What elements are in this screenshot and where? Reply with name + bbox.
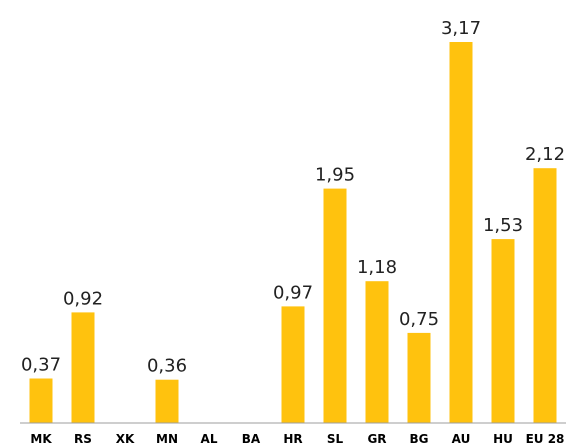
x-tick-label-rs: RS: [74, 432, 92, 446]
data-label-mn: 0,36: [147, 356, 187, 377]
bar-au: [449, 42, 473, 423]
x-tick-label-mk: MK: [30, 432, 52, 446]
x-tick-labels: MK RS XK MN AL BA HR SL GR BG AU HU EU 28: [30, 432, 564, 446]
data-label-hu: 1,53: [483, 215, 523, 236]
data-label-mk: 0,37: [21, 355, 61, 376]
data-label-gr: 1,18: [357, 257, 397, 278]
x-tick-label-sl: SL: [327, 432, 344, 446]
bars-layer: [29, 42, 557, 424]
data-label-hr: 0,97: [273, 282, 313, 303]
x-tick-label-au: AU: [452, 432, 471, 446]
data-label-bg: 0,75: [399, 309, 439, 330]
x-tick-label-bg: BG: [410, 432, 429, 446]
x-tick-label-eu-28: EU 28: [526, 432, 565, 446]
data-label-sl: 1,95: [315, 165, 355, 186]
data-label-eu-28: 2,12: [525, 144, 565, 165]
x-tick-label-hr: HR: [283, 432, 302, 446]
bar-rs: [71, 312, 95, 423]
bar-sl: [323, 188, 347, 423]
x-tick-label-al: AL: [201, 432, 218, 446]
bar-eu-28: [533, 168, 557, 423]
bar-hr: [281, 306, 305, 423]
x-tick-label-hu: HU: [493, 432, 513, 446]
data-label-rs: 0,92: [63, 288, 103, 309]
bar-bg: [407, 332, 431, 424]
bar-mn: [155, 379, 179, 423]
x-tick-label-ba: BA: [242, 432, 261, 446]
bar-gr: [365, 281, 389, 423]
x-tick-label-mn: MN: [156, 432, 178, 446]
bar-hu: [491, 239, 515, 423]
x-tick-label-xk: XK: [116, 432, 135, 446]
data-label-au: 3,17: [441, 18, 481, 39]
x-tick-label-gr: GR: [367, 432, 386, 446]
bar-mk: [29, 378, 53, 423]
labels-layer: 0,37 0,92 0,36 0,97 1,95 1,18 0,75 3,17 1,53 2,12: [21, 18, 565, 377]
